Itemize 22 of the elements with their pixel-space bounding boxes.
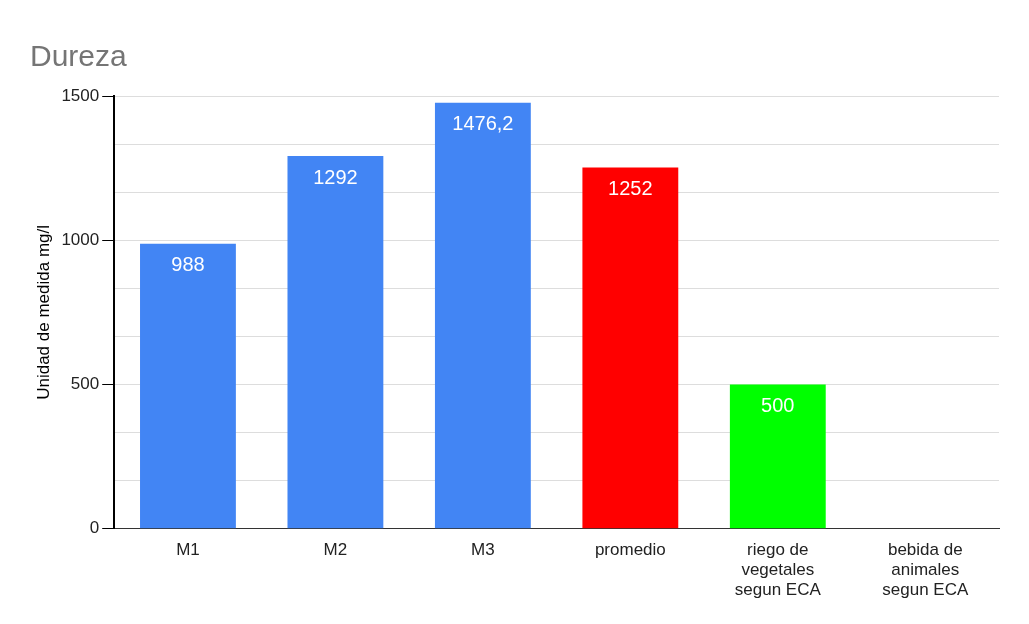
x-tick-label: bebida de animales segun ECA	[882, 539, 969, 600]
y-tick-label: 0	[89, 518, 100, 538]
data-label: 1292	[313, 165, 358, 188]
bar	[582, 167, 679, 529]
bar	[287, 156, 384, 529]
bar	[729, 384, 826, 529]
chart-title: Dureza	[30, 39, 128, 73]
x-tick-label: M1	[176, 539, 200, 559]
data-label: 1476,2	[452, 112, 514, 135]
x-tick-label: M2	[323, 539, 348, 559]
data-label: 500	[761, 394, 795, 417]
x-tick-label: M3	[471, 539, 495, 559]
data-label: 988	[171, 253, 205, 276]
y-tick-label: 1500	[61, 85, 100, 105]
x-tick-label: riego de vegetales segun ECA	[734, 539, 822, 600]
y-tick-label: 500	[70, 374, 100, 394]
y-tick-label: 1000	[61, 229, 100, 249]
bar	[434, 102, 531, 529]
x-tick-label: promedio	[594, 539, 666, 559]
bar	[140, 243, 236, 529]
data-label: 1252	[608, 177, 653, 200]
y-axis-title: Unidad de medida mg/l	[33, 224, 53, 400]
